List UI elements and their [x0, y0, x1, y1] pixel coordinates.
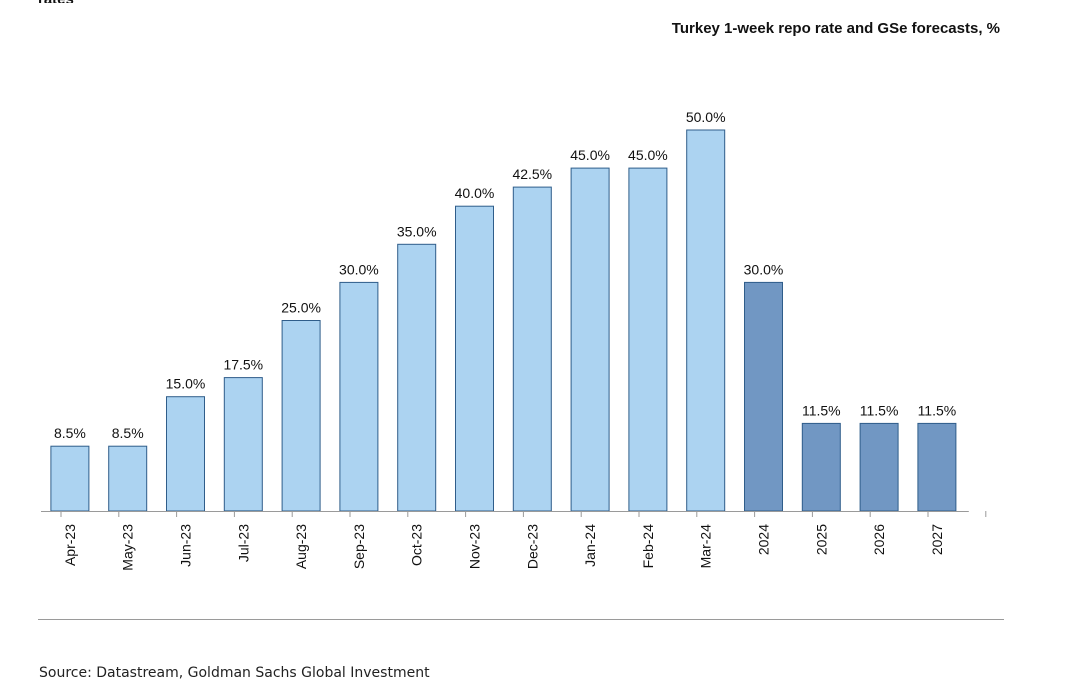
bar-oct-23: [397, 243, 437, 512]
data-label: 17.5%: [223, 357, 263, 373]
x-tick-label: Jul-23: [235, 524, 251, 562]
bar-jun-23: [166, 396, 205, 512]
data-label: 42.5%: [512, 166, 552, 182]
x-tick-label: Jun-23: [178, 524, 194, 567]
x-tick-label: 2027: [929, 524, 945, 555]
x-tick-label: Feb-24: [640, 524, 656, 569]
x-tick-label: Mar-24: [698, 524, 714, 569]
data-labels-layer: 8.5% 8.5% 15.0% 17.5% 25.0% 30.0% 35.0% 40.0% 42…: [54, 109, 956, 441]
bar-may-23: [108, 445, 148, 512]
bars-layer: [50, 129, 957, 512]
data-label: 8.5%: [54, 425, 86, 441]
bar-chart: 8.5% 8.5% 15.0% 17.5% 25.0% 30.0% 35.0% 40.0% 42…: [41, 109, 987, 571]
chart-title: Turkey 1-week repo rate and GSe forecast…: [671, 20, 1000, 37]
data-label: 35.0%: [397, 223, 437, 239]
data-label: 45.0%: [628, 147, 668, 163]
x-tick-label: 2025: [813, 524, 829, 555]
x-tick-label: Nov-23: [467, 524, 483, 569]
bar-nov-23: [455, 205, 494, 512]
bar-aug-23: [281, 320, 321, 512]
x-tick-label: 2026: [871, 524, 887, 555]
data-label: 8.5%: [112, 425, 144, 441]
bar-mar-24: [686, 129, 726, 512]
bar-jul-23: [223, 377, 263, 512]
x-tick-label: 2024: [756, 524, 772, 555]
data-label: 15.0%: [166, 376, 206, 392]
bar-2024: [744, 281, 783, 512]
bar-jan-24: [570, 167, 610, 512]
x-tick-label: Oct-23: [409, 524, 425, 566]
data-label: 30.0%: [744, 261, 784, 277]
bar-apr-23: [50, 445, 90, 512]
x-tick-label: Apr-23: [62, 524, 78, 566]
data-label: 40.0%: [455, 185, 495, 201]
divider: [38, 619, 1004, 620]
bar-2025: [801, 422, 841, 512]
x-axis: Apr-23 May-23 Jun-23 Jul-23 Aug-23 Sep-23 Oct-…: [41, 511, 987, 571]
bar-sep-23: [339, 281, 379, 512]
data-label: 45.0%: [570, 147, 610, 163]
x-tick-label: Sep-23: [351, 524, 367, 569]
data-label: 11.5%: [918, 402, 957, 418]
source-note: Source: Datastream, Goldman Sachs Global…: [39, 665, 430, 681]
bar-feb-24: [628, 167, 668, 512]
bar-2026: [859, 422, 899, 512]
bar-dec-23: [512, 186, 552, 512]
x-tick-label: Dec-23: [524, 524, 540, 569]
x-tick-label: Aug-23: [293, 524, 309, 569]
section-heading-fragment: rates: [38, 0, 74, 3]
data-label: 11.5%: [860, 402, 899, 418]
data-label: 50.0%: [686, 109, 726, 125]
x-tick-label: May-23: [120, 524, 136, 571]
bar-2027: [917, 422, 957, 512]
data-label: 11.5%: [802, 402, 841, 418]
data-label: 25.0%: [281, 300, 321, 316]
data-label: 30.0%: [339, 261, 379, 277]
x-tick-label: Jan-24: [582, 524, 598, 567]
